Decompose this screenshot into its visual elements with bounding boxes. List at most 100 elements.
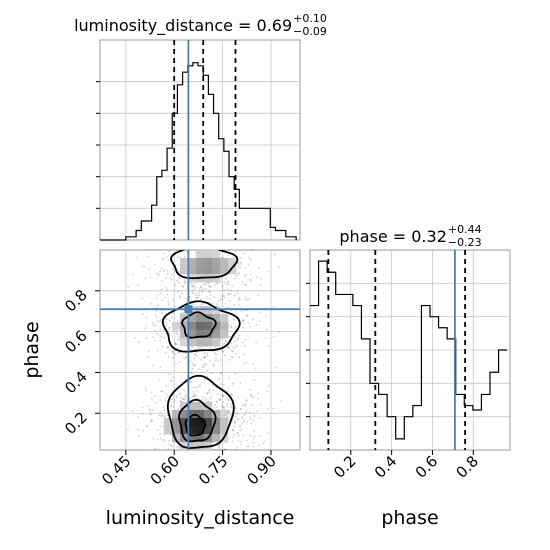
sample-point [170, 404, 172, 407]
sample-point [250, 395, 252, 398]
sample-point [174, 342, 177, 344]
sample-point [263, 439, 266, 442]
density-block [196, 314, 205, 323]
sample-point [159, 311, 161, 313]
sample-point [154, 394, 156, 397]
sample-point [244, 405, 247, 408]
sample-point [168, 250, 171, 252]
sample-point [170, 444, 173, 447]
sample-point [224, 339, 227, 342]
sample-point [201, 291, 204, 293]
sample-point [200, 398, 203, 401]
sample-point [189, 380, 192, 383]
density-block [220, 314, 229, 323]
sample-point [252, 445, 255, 448]
sample-point [250, 422, 253, 425]
sample-point [228, 437, 230, 440]
sample-point [237, 337, 240, 340]
sample-point [267, 408, 269, 410]
sample-point [156, 438, 159, 441]
sample-point [154, 340, 157, 342]
density-block [188, 434, 197, 443]
sample-point [192, 391, 194, 393]
sample-point [240, 310, 243, 313]
sample-point [209, 286, 212, 288]
sample-point [167, 395, 169, 397]
sample-point [218, 346, 220, 349]
sample-point [234, 325, 237, 328]
sample-point [161, 406, 164, 409]
density-block [204, 410, 213, 419]
sample-point [228, 359, 231, 361]
sample-point [197, 291, 200, 294]
sample-point [172, 299, 175, 302]
sample-point [197, 368, 200, 371]
sample-point [151, 397, 153, 400]
sample-point [233, 295, 236, 297]
sample-point [221, 404, 223, 407]
sample-point [161, 299, 164, 302]
sample-point [173, 270, 176, 273]
sample-point [174, 342, 177, 345]
sample-point [206, 352, 209, 355]
density-block [212, 306, 221, 315]
sample-point [165, 277, 167, 279]
sample-point [165, 322, 168, 324]
sample-point [244, 274, 247, 276]
sample-point [172, 357, 175, 360]
sample-point [161, 414, 164, 417]
sample-point [253, 437, 255, 440]
sample-point [177, 332, 179, 335]
sample-point [237, 261, 240, 264]
sample-point [178, 338, 181, 341]
contour-line-top [170, 250, 239, 280]
sample-point [183, 398, 186, 401]
sample-point [200, 285, 202, 288]
sample-point [239, 425, 241, 428]
sample-point [230, 403, 232, 406]
sample-point [228, 299, 231, 302]
sample-point [213, 363, 215, 366]
sample-point [166, 414, 169, 417]
sample-point [175, 330, 178, 333]
sample-point [246, 298, 249, 301]
sample-point [236, 432, 239, 435]
density-blocks [164, 250, 237, 450]
phase-histogram-step [310, 260, 508, 440]
sample-point [170, 380, 173, 383]
sample-point [178, 281, 180, 284]
density-block [204, 306, 213, 315]
contour-line-lower-outer [166, 374, 235, 450]
sample-point [193, 393, 195, 396]
sample-point [168, 319, 171, 322]
density-block [212, 266, 221, 275]
sample-point [178, 296, 181, 299]
density-block [196, 258, 205, 267]
sample-point [230, 406, 233, 409]
sample-point [257, 294, 260, 296]
sample-point [225, 283, 227, 286]
sample-point [201, 283, 204, 286]
sample-point [267, 385, 270, 388]
sample-point [159, 433, 162, 435]
phase-lower-error: −0.23 [448, 236, 482, 249]
sample-point [149, 413, 151, 416]
sample-point [246, 250, 249, 251]
sample-point [158, 379, 161, 382]
top-y-ticks [96, 81, 100, 209]
sample-point [238, 434, 241, 437]
sample-point [255, 410, 258, 413]
sample-point [161, 413, 164, 416]
density-block [220, 410, 229, 419]
density-block [228, 258, 237, 267]
sample-point [134, 336, 137, 339]
sample-point [183, 389, 186, 392]
sample-point [227, 346, 229, 349]
sample-point [155, 316, 158, 319]
sample-point [160, 439, 163, 441]
sample-point [272, 335, 275, 338]
sample-point [177, 335, 180, 338]
density-block [196, 426, 205, 435]
sample-point [192, 395, 195, 397]
sample-point [200, 298, 202, 300]
